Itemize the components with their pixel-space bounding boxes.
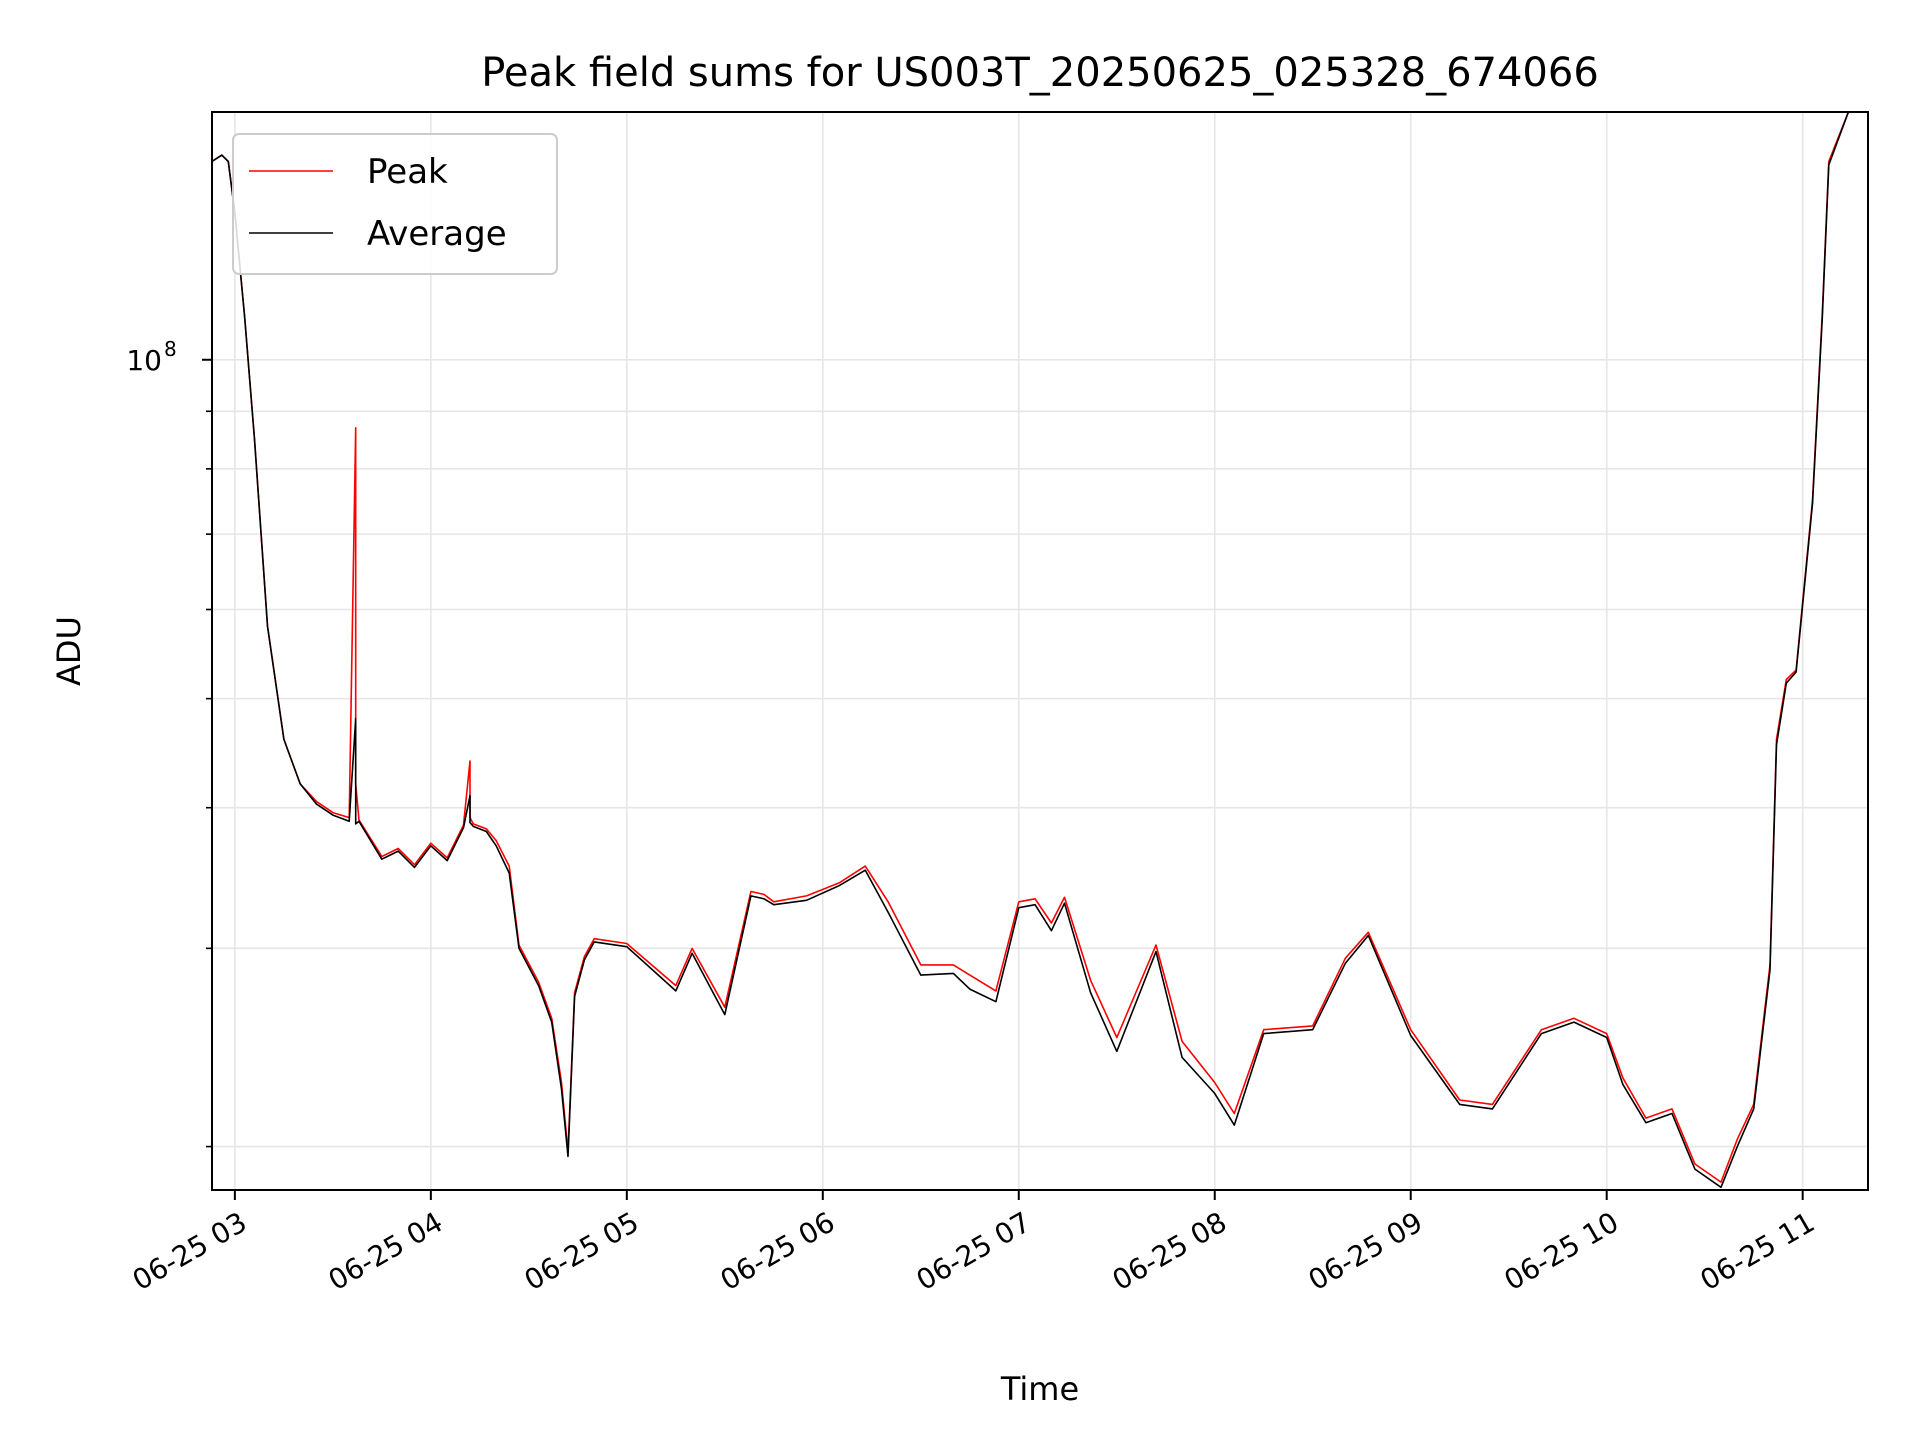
y-ticks: 10 8 bbox=[126, 337, 212, 1148]
legend-label-average: Average bbox=[367, 214, 507, 254]
y-axis-label: ADU bbox=[50, 616, 88, 686]
legend-box bbox=[232, 133, 558, 275]
series-group bbox=[212, 112, 1850, 1189]
x-axis-label: Time bbox=[1000, 1370, 1079, 1408]
legend-label-peak: Peak bbox=[367, 152, 448, 192]
series-line-peak bbox=[212, 112, 1850, 1183]
chart-title: Peak field sums for US003T_20250625_0253… bbox=[481, 50, 1599, 96]
legend: Peak Average bbox=[232, 133, 558, 275]
y-tick-label-exponent: 8 bbox=[164, 337, 177, 361]
series-line-average bbox=[212, 112, 1850, 1189]
y-tick-label: 10 bbox=[126, 344, 162, 377]
plot-frame bbox=[211, 111, 1869, 1191]
grid bbox=[212, 112, 1868, 1190]
y-tick-label-base: 10 bbox=[126, 344, 162, 377]
